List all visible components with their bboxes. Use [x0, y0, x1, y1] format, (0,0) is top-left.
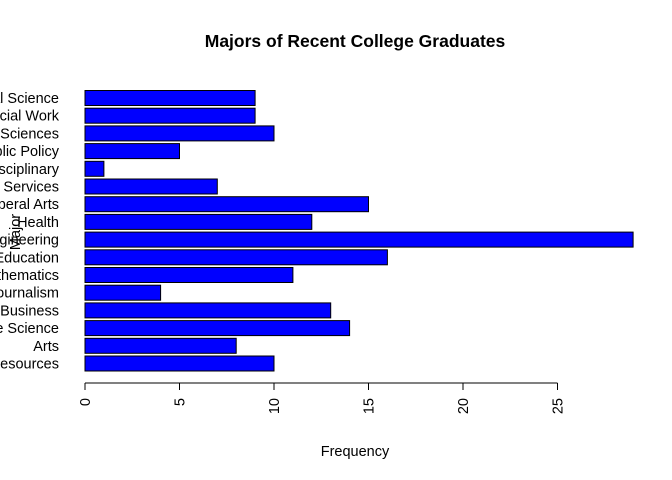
y-tick-label-education: Education [0, 250, 59, 266]
y-tick-label-humanities-liberal-arts: Humanities & Liberal Arts [0, 197, 59, 213]
y-tick-label-computers-mathematics: Computers & Mathematics [0, 268, 59, 284]
chart-title: Majors of Recent College Graduates [205, 31, 506, 51]
y-tick-label-social-science: Social Science [0, 91, 59, 107]
bar-education [84, 249, 388, 266]
bar-law-public-policy [84, 143, 180, 160]
bar-humanities-liberal-arts [84, 196, 369, 213]
x-tick-label-5: 5 [173, 398, 189, 406]
bars-group [84, 90, 634, 372]
y-axis-label: Major [8, 214, 24, 250]
y-tick-label-communications-journalism: Communications & Journalism [0, 286, 59, 302]
y-tick-label-law-public-policy: Law & Public Policy [0, 144, 60, 160]
x-tick-label-20: 20 [456, 398, 472, 414]
y-tick-label-business: Business [0, 303, 59, 319]
y-tick-label-health: Health [17, 215, 59, 231]
bar-social-science [84, 90, 256, 106]
x-tick-label-25: 25 [551, 398, 567, 414]
bar-engineering [84, 231, 634, 248]
bar-communications-journalism [84, 284, 162, 301]
bar-interdisciplinary [84, 160, 105, 177]
y-tick-label-biology-life-science: Biology & Life Science [0, 321, 59, 337]
bar-business [84, 302, 332, 319]
y-tick-labels: Agriculture & Natural Resources Arts Biolo… [0, 91, 60, 373]
bar-physical-sciences [84, 125, 275, 142]
x-tick-label-0: 0 [78, 398, 94, 406]
y-tick-label-industrial-arts-consumer-services: Industrial Arts & Consumer Services [0, 180, 59, 196]
x-axis-label: Frequency [321, 444, 390, 460]
y-tick-label-psychology-social-work: Psychology & Social Work [0, 109, 60, 125]
y-tick-label-interdisciplinary: Interdisciplinary [0, 162, 60, 178]
bar-agriculture-natural-resources [84, 355, 275, 372]
y-tick-label-engineering: Engineering [0, 233, 59, 249]
bar-health [84, 213, 313, 230]
bar-biology-life-science [84, 320, 351, 337]
x-tick-label-15: 15 [362, 398, 378, 414]
y-tick-label-agriculture-natural-resources: Agriculture & Natural Resources [0, 357, 59, 373]
x-tick-label-10: 10 [267, 398, 283, 414]
x-axis: 0 5 10 15 20 25 [78, 382, 567, 414]
bar-computers-mathematics [84, 267, 294, 283]
y-tick-label-arts: Arts [33, 339, 59, 355]
bar-psychology-social-work [84, 107, 256, 124]
bar-arts [84, 337, 237, 354]
y-tick-label-physical-sciences: Physical Sciences [0, 126, 59, 142]
bar-industrial-arts-consumer-services [84, 178, 218, 195]
